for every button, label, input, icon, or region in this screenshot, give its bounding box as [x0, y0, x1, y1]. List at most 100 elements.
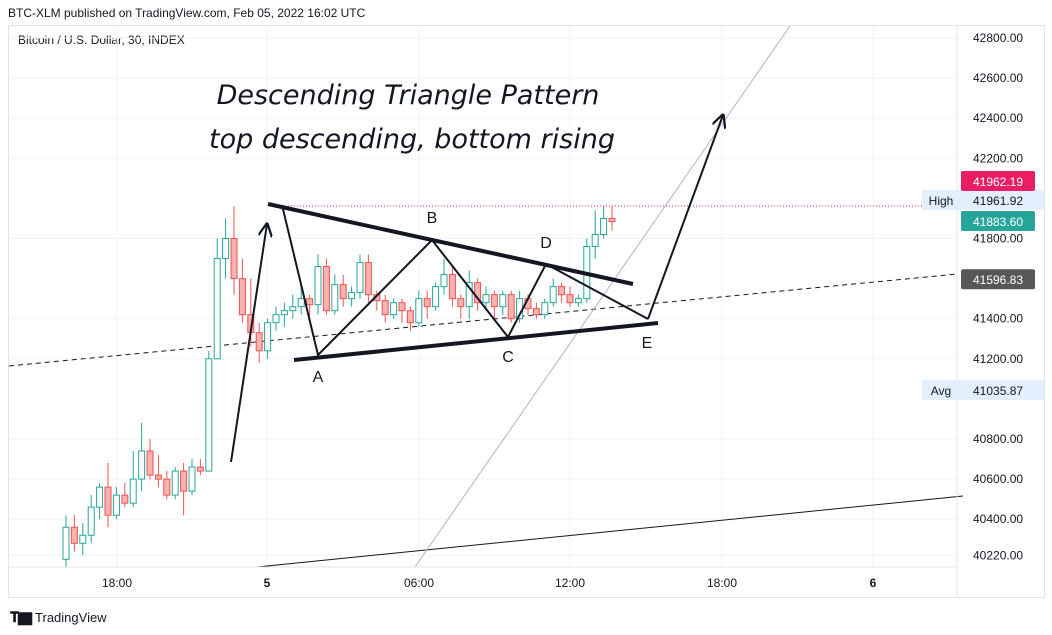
candle-body	[255, 332, 263, 352]
candle-body	[339, 284, 347, 300]
candle	[222, 218, 230, 279]
candle-body	[322, 266, 330, 312]
candle-body	[406, 310, 414, 324]
candle-body	[112, 494, 120, 516]
candle	[146, 439, 154, 480]
price-badge-bg	[961, 211, 1035, 231]
y-tick-label: 42200.00	[973, 151, 1023, 165]
footer[interactable]: 𝐓▇ TradingView	[10, 609, 107, 626]
price-badge-bg	[961, 171, 1035, 191]
price-tag-value: 41961.92	[973, 194, 1023, 208]
triangle-upper-line	[267, 202, 634, 286]
x-tick-label: 18:00	[707, 576, 737, 590]
candle	[448, 266, 456, 307]
candle-body	[238, 278, 246, 316]
candle	[314, 254, 322, 315]
candle	[322, 258, 330, 315]
price-tag-name: Avg	[931, 384, 951, 398]
x-tick-label: 06:00	[404, 576, 434, 590]
candle-body	[482, 294, 490, 304]
candle-body	[297, 298, 305, 308]
tradingview-logo-icon: 𝐓▇	[10, 609, 32, 625]
candle-body	[96, 486, 104, 508]
candle	[180, 463, 188, 516]
candle-body	[558, 286, 566, 296]
candle-body	[79, 534, 87, 544]
candle-body	[440, 274, 448, 288]
triangle-pattern: A B C D E	[230, 115, 723, 463]
candle-body	[474, 282, 482, 304]
candle-body	[188, 466, 196, 492]
candle	[104, 463, 112, 528]
publish-header: BTC-XLM published on TradingView.com, Fe…	[8, 6, 366, 20]
candle-body	[532, 308, 540, 316]
trend-lines	[8, 25, 964, 568]
candle	[583, 238, 591, 303]
candle	[87, 495, 95, 544]
price-badge-value: 41962.19	[973, 175, 1023, 189]
candle-body	[171, 470, 179, 496]
candle	[230, 206, 238, 295]
candle-body	[70, 526, 78, 544]
candle	[432, 282, 440, 311]
chart-title: Descending Triangle Pattern	[217, 80, 600, 111]
candle-body	[129, 478, 137, 504]
candle	[398, 298, 406, 323]
candle	[289, 294, 297, 319]
price-badge: 41883.60	[961, 211, 1035, 231]
candle-body	[104, 486, 112, 516]
candle	[79, 523, 87, 556]
candle-body	[230, 238, 238, 280]
candle	[70, 515, 78, 552]
chart-frame	[8, 25, 1045, 598]
candle-body	[549, 286, 557, 304]
price-tag-value: 41035.87	[973, 384, 1023, 398]
candle	[129, 451, 137, 508]
candle	[490, 290, 498, 319]
candle	[255, 322, 263, 363]
candle	[348, 286, 356, 307]
y-tick-label: 40220.00	[973, 548, 1023, 562]
candle-body	[591, 233, 599, 248]
candle	[406, 306, 414, 331]
candle-body	[348, 292, 356, 300]
candle-body	[213, 258, 221, 360]
price-badge: 41962.19	[961, 171, 1035, 191]
pattern-point-label: C	[502, 349, 514, 366]
candle	[297, 286, 305, 315]
y-tick-label: 42800.00	[973, 31, 1023, 45]
candle-body	[541, 302, 549, 316]
y-tick-label: 40600.00	[973, 472, 1023, 486]
dashed-trend-line	[8, 273, 958, 367]
y-tick-label: 41400.00	[973, 312, 1023, 326]
pattern-point-label: B	[427, 210, 438, 227]
candle	[415, 290, 423, 327]
candle	[390, 298, 398, 319]
candle	[465, 270, 473, 319]
x-tick-label: 12:00	[555, 576, 585, 590]
candle	[532, 302, 540, 319]
price-badge: 41596.83	[961, 269, 1035, 290]
candle	[163, 471, 171, 500]
candle	[205, 350, 213, 472]
candle	[154, 455, 162, 488]
candle-body	[62, 526, 70, 560]
candle	[62, 515, 70, 568]
candle-body	[390, 302, 398, 316]
candle-body	[264, 322, 272, 352]
triangle-lower-line	[293, 321, 659, 362]
y-tick-label: 40400.00	[973, 512, 1023, 526]
candle-body	[146, 450, 154, 476]
candle-body	[121, 494, 129, 504]
candle-body	[566, 294, 574, 304]
candle	[264, 318, 272, 359]
candle	[507, 290, 515, 323]
candle	[331, 274, 339, 315]
candle	[171, 467, 179, 500]
candle	[381, 294, 389, 323]
candle	[608, 206, 616, 231]
candle	[499, 290, 507, 315]
price-tag-bg	[922, 380, 1044, 400]
candle-body	[490, 294, 498, 308]
